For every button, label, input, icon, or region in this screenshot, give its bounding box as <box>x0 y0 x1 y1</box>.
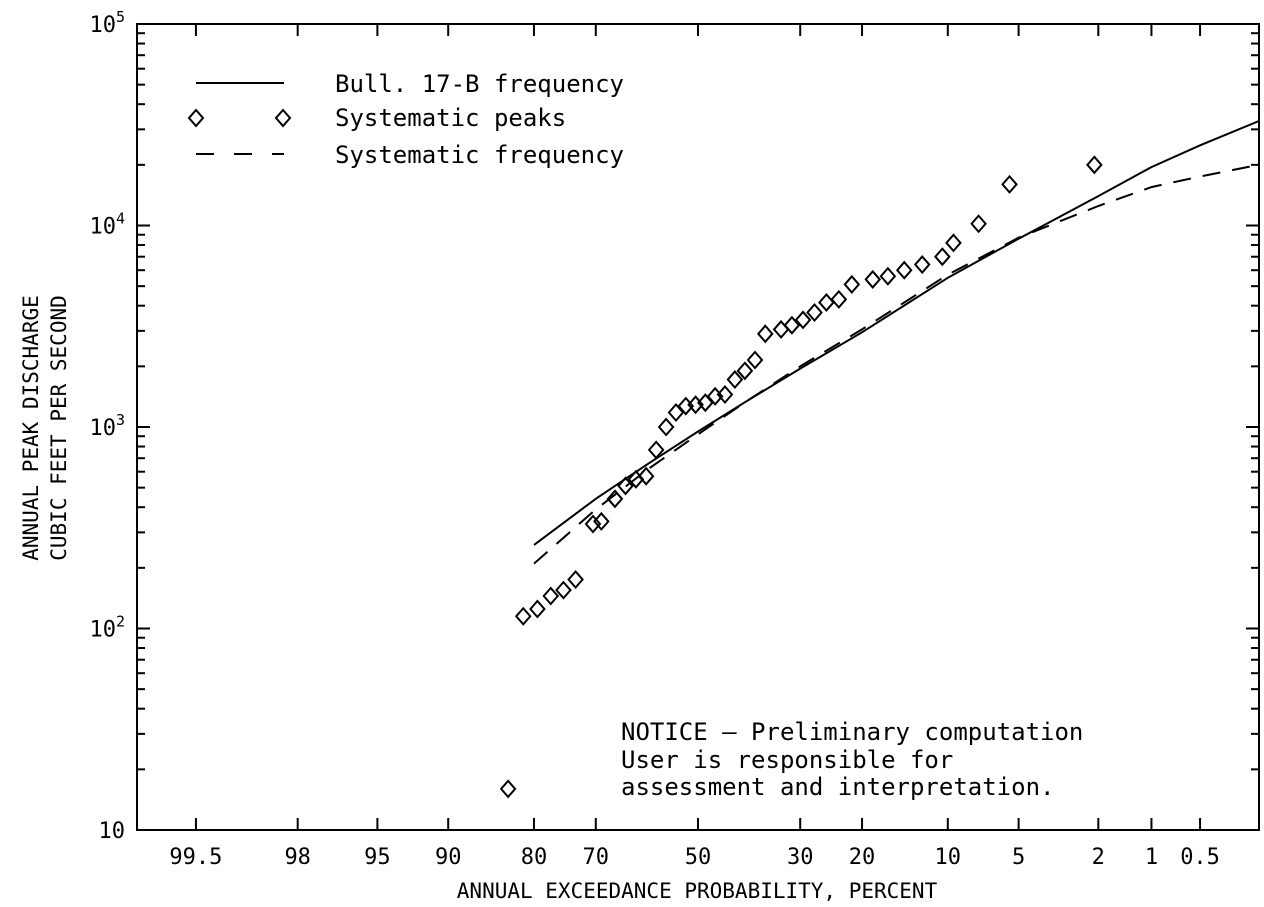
legend-diamond-marker <box>187 108 205 128</box>
x-tick-label: 2 <box>1092 845 1105 870</box>
y-tick-label: 103 <box>89 411 125 441</box>
x-tick-label: 0.5 <box>1180 845 1220 870</box>
legend: Bull. 17-B frequency Systematic peaks Sy… <box>187 70 624 169</box>
bull17b-frequency-line <box>533 120 1260 546</box>
notice-annotation: NOTICE — Preliminary computation User is… <box>621 718 1083 801</box>
peak-marker <box>514 606 532 626</box>
x-tick-label: 10 <box>935 845 962 870</box>
y-tick-label: 102 <box>89 613 125 643</box>
systematic-frequency-line <box>533 163 1260 565</box>
peak-marker <box>806 302 823 323</box>
peak-marker <box>913 255 931 275</box>
y-axis-title: ANNUAL PEAK DISCHARGE <box>19 295 43 561</box>
peak-marker <box>1086 155 1103 175</box>
peak-marker <box>945 233 962 253</box>
peak-marker <box>667 402 685 423</box>
peak-marker <box>567 570 584 590</box>
peak-marker <box>584 514 602 534</box>
x-tick-labels: 99.5 98 95 90 80 70 50 30 20 10 5 2 1 0.5 <box>169 845 1220 870</box>
peak-marker <box>716 384 734 405</box>
x-tick-label: 1 <box>1145 845 1158 870</box>
peak-marker <box>542 586 560 606</box>
peak-marker <box>637 466 655 486</box>
x-tick-label: 50 <box>685 845 712 870</box>
y-tick-label: 104 <box>89 210 125 240</box>
peak-marker <box>864 269 882 289</box>
y-tick-label: 10 <box>99 819 126 844</box>
x-tick-label: 20 <box>849 845 876 870</box>
peak-marker <box>843 274 861 294</box>
notice-line-3: assessment and interpretation. <box>621 773 1054 801</box>
peak-marker <box>606 489 624 509</box>
peak-marker <box>499 779 517 799</box>
peak-marker <box>794 310 812 330</box>
peak-marker <box>934 247 951 267</box>
y-tick-labels: 10 102 103 104 105 <box>89 8 125 844</box>
peak-marker <box>830 289 848 309</box>
peak-marker <box>970 214 987 234</box>
x-tick-label: 90 <box>435 845 462 870</box>
legend-label-systematic-peaks: Systematic peaks <box>335 104 566 132</box>
x-tick-label: 99.5 <box>169 845 222 870</box>
peak-marker <box>895 260 913 280</box>
legend-label-bull17b: Bull. 17-B frequency <box>335 70 624 98</box>
peak-marker <box>726 370 744 390</box>
x-tick-label: 95 <box>364 845 391 870</box>
notice-line-2: User is responsible for <box>621 746 953 774</box>
y-axis-subtitle: CUBIC FEET PER SECOND <box>47 295 71 561</box>
peak-marker <box>697 393 714 413</box>
x-tick-label: 30 <box>787 845 814 870</box>
legend-diamond-marker <box>274 108 292 128</box>
peak-marker <box>555 580 572 600</box>
axis-ticks <box>137 24 1259 831</box>
x-tick-label: 98 <box>284 845 311 870</box>
x-tick-label: 5 <box>1012 845 1025 870</box>
y-tick-label: 105 <box>89 8 125 38</box>
peak-marker <box>529 599 546 619</box>
peak-marker <box>756 324 774 344</box>
peak-marker <box>1001 174 1018 194</box>
peak-marker <box>736 361 754 381</box>
x-axis-title: ANNUAL EXCEEDANCE PROBABILITY, PERCENT <box>457 879 938 903</box>
peak-marker <box>879 266 897 286</box>
series-layer <box>499 120 1260 799</box>
x-tick-label: 70 <box>583 845 610 870</box>
legend-label-systematic-frequency: Systematic frequency <box>335 141 624 169</box>
peak-marker <box>746 350 764 370</box>
peak-marker <box>657 417 675 437</box>
x-tick-label: 80 <box>521 845 548 870</box>
peak-marker <box>647 440 665 460</box>
peak-marker <box>783 315 801 335</box>
peak-marker <box>593 511 610 531</box>
notice-line-1: NOTICE — Preliminary computation <box>621 718 1083 746</box>
